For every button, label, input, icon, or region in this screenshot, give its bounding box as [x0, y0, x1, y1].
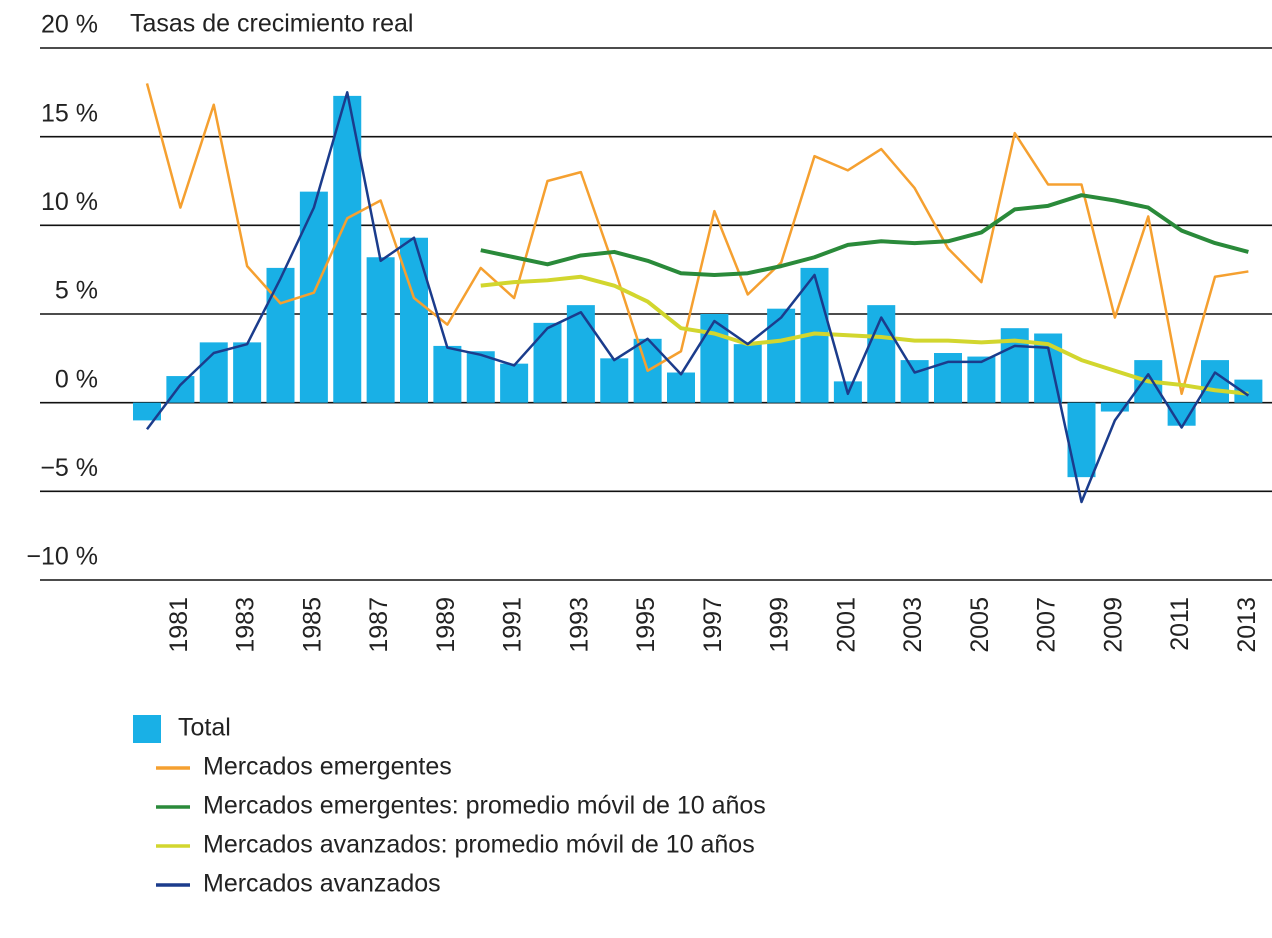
line	[480, 274, 1249, 396]
line	[146, 91, 1250, 504]
line	[480, 193, 1249, 277]
bar	[967, 356, 996, 403]
bar	[600, 358, 629, 403]
x-tick-label: 1995	[632, 597, 660, 653]
x-tick-label: 2013	[1233, 597, 1261, 653]
x-tick-label: 2003	[899, 597, 927, 653]
x-tick-label: 1987	[365, 597, 393, 653]
y-tick-label: 20 %	[41, 11, 98, 39]
bar	[900, 360, 929, 403]
bar	[233, 342, 262, 403]
x-tick-label: 1981	[165, 597, 193, 653]
x-tick-label: 1983	[232, 597, 260, 653]
y-tick-label: 0 %	[55, 365, 98, 393]
bar	[667, 372, 695, 403]
bar	[1100, 402, 1129, 412]
y-tick-label: −5 %	[40, 454, 98, 482]
line	[145, 83, 1249, 396]
legend-label: Total	[178, 714, 231, 742]
bar	[266, 267, 295, 403]
bar	[1067, 402, 1096, 478]
x-tick-label: 2011	[1166, 597, 1194, 651]
bar	[333, 95, 362, 403]
y-tick-label: 15 %	[41, 99, 98, 127]
bar	[867, 305, 896, 403]
bar	[533, 322, 562, 403]
bar	[566, 305, 595, 403]
bar	[733, 344, 762, 403]
x-tick-label: 1993	[565, 597, 593, 653]
y-tick-label: 10 %	[41, 188, 98, 216]
x-tick-label: 2007	[1033, 597, 1061, 653]
bar	[1234, 379, 1263, 403]
x-tick-label: 1997	[699, 597, 727, 653]
bar	[934, 353, 962, 403]
legend-label: Mercados emergentes: promedio móvil de 1…	[203, 792, 766, 820]
bar	[1167, 402, 1196, 426]
x-tick-label: 1989	[432, 597, 460, 653]
legend-label: Mercados avanzados	[203, 870, 441, 898]
legend-label: Mercados avanzados: promedio móvil de 10…	[203, 831, 755, 859]
x-tick-label: 1991	[499, 597, 527, 653]
x-tick-label: 1999	[766, 597, 794, 653]
x-tick-label: 2009	[1099, 597, 1127, 653]
x-tick-label: 2005	[966, 597, 994, 653]
bar	[767, 308, 796, 403]
x-tick-label: 2001	[832, 597, 860, 653]
y-tick-label: −10 %	[26, 543, 98, 571]
legend-swatch	[133, 715, 161, 743]
bar	[400, 237, 428, 403]
bar	[500, 363, 529, 403]
y-tick-label: 5 %	[55, 277, 98, 305]
bar	[366, 257, 395, 403]
chart-title: Tasas de crecimiento real	[130, 10, 413, 38]
bar	[466, 351, 495, 403]
bar	[133, 402, 161, 421]
bar	[433, 345, 462, 403]
legend-label: Mercados emergentes	[203, 753, 452, 781]
x-tick-label: 1985	[298, 597, 326, 653]
bar	[1201, 360, 1229, 403]
